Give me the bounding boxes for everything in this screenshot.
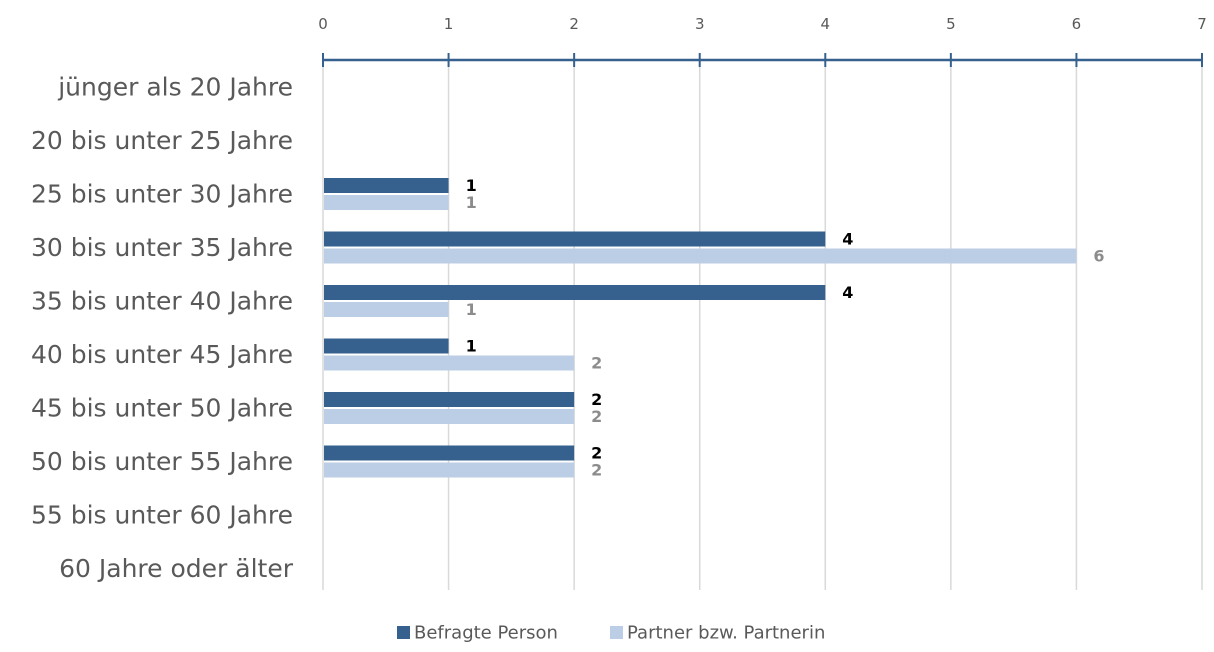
tick-label-2: 2 (569, 15, 579, 33)
bar-partner (324, 195, 449, 210)
bar-befragte-person (324, 285, 826, 300)
data-label: 4 (842, 230, 853, 249)
legend-label: Befragte Person (414, 623, 558, 644)
data-label: 2 (591, 461, 602, 480)
gridlines (322, 60, 1203, 590)
category-label: 25 bis unter 30 Jahre (31, 180, 293, 209)
data-label: 6 (1093, 247, 1104, 266)
category-label: 55 bis unter 60 Jahre (31, 501, 293, 530)
data-label: 2 (591, 390, 602, 409)
category-label: 20 bis unter 25 Jahre (31, 126, 293, 155)
bar-partner (324, 409, 575, 424)
tick-label-6: 6 (1072, 15, 1082, 33)
bar-partner (324, 248, 1077, 264)
bar-befragte-person (324, 178, 449, 193)
bar-befragte-person (324, 445, 575, 461)
category-axis: jünger als 20 Jahre 20 bis unter 25 Jahre… (31, 73, 294, 584)
category-label: 35 bis unter 40 Jahre (31, 287, 293, 316)
bars (324, 178, 1077, 478)
data-label: 1 (466, 193, 477, 212)
data-label: 1 (466, 337, 477, 356)
data-label: 2 (591, 354, 602, 373)
bar-befragte-person (324, 392, 575, 407)
category-label: 40 bis unter 45 Jahre (31, 340, 293, 369)
data-label: 1 (466, 300, 477, 319)
data-label: 1 (466, 176, 477, 195)
value-axis: 0 1 2 3 4 5 6 7 (318, 15, 1207, 67)
category-label: 60 Jahre oder älter (59, 554, 294, 583)
category-label: jünger als 20 Jahre (57, 73, 293, 102)
tick-label-1: 1 (444, 15, 454, 33)
bar-partner (324, 302, 449, 317)
data-label: 2 (591, 444, 602, 463)
bar-partner (324, 462, 575, 478)
legend-swatch (610, 626, 623, 639)
tick-label-7: 7 (1197, 15, 1207, 33)
category-label: 30 bis unter 35 Jahre (31, 233, 293, 262)
data-label: 2 (591, 407, 602, 426)
legend: Befragte Person Partner bzw. Partnerin (397, 623, 825, 644)
data-label: 4 (842, 283, 853, 302)
legend-label: Partner bzw. Partnerin (627, 623, 825, 644)
legend-swatch (397, 626, 410, 639)
tick-label-5: 5 (946, 15, 956, 33)
tick-label-3: 3 (695, 15, 705, 33)
tick-label-4: 4 (821, 15, 831, 33)
category-label: 50 bis unter 55 Jahre (31, 447, 293, 476)
tick-label-0: 0 (318, 15, 328, 33)
category-label: 45 bis unter 50 Jahre (31, 394, 293, 423)
bar-befragte-person (324, 231, 826, 247)
bar-befragte-person (324, 338, 449, 354)
bar-partner (324, 355, 575, 371)
